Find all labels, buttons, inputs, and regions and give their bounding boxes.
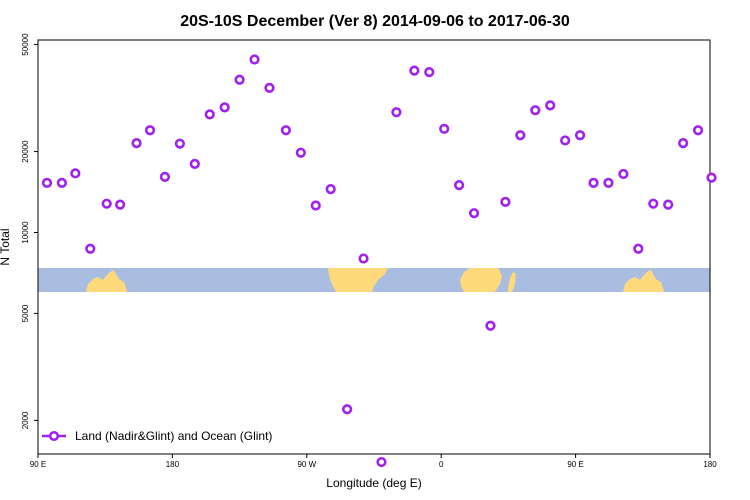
data-point xyxy=(56,177,67,188)
data-point xyxy=(618,168,629,180)
map-land-south-america xyxy=(328,268,388,292)
y-tick-label: 20000 xyxy=(21,140,30,163)
data-point xyxy=(485,320,496,331)
x-tick-label: 90 E xyxy=(567,460,583,469)
plot-frame xyxy=(37,39,711,455)
world-map-strip xyxy=(38,268,710,292)
data-points xyxy=(41,54,717,468)
data-point xyxy=(41,177,53,188)
x-tick-label: 0 xyxy=(439,460,444,469)
x-tick-label: 180 xyxy=(703,460,717,469)
x-axis: 90 E 180 90 W 0 90 E 180 xyxy=(30,454,717,469)
data-point xyxy=(131,138,142,149)
data-point xyxy=(692,125,704,136)
data-point xyxy=(391,107,402,118)
y-tick-label: 5000 xyxy=(21,304,30,322)
y-axis-label: N Total xyxy=(0,228,12,265)
y-axis: 2000 5000 10000 20000 50000 xyxy=(21,33,38,429)
data-point xyxy=(115,199,126,210)
data-point xyxy=(530,105,541,116)
y-tick-label: 10000 xyxy=(21,221,30,244)
x-tick-label: 90 E xyxy=(30,460,46,469)
data-point xyxy=(358,253,369,264)
data-point xyxy=(295,147,306,158)
data-point xyxy=(574,130,586,141)
data-point xyxy=(325,184,336,195)
data-point xyxy=(603,177,614,188)
x-tick-label: 90 W xyxy=(297,460,316,469)
map-land-australia xyxy=(86,270,127,292)
data-point xyxy=(468,208,480,219)
data-point xyxy=(678,138,689,149)
data-point xyxy=(234,74,245,85)
legend-marker-swatch xyxy=(48,430,60,442)
data-point xyxy=(588,177,599,188)
y-tick-label: 2000 xyxy=(21,411,30,429)
map-land-africa xyxy=(460,268,502,292)
map-land-australia-repeat xyxy=(623,270,664,292)
data-point xyxy=(439,123,450,134)
data-point xyxy=(454,180,465,191)
data-point xyxy=(249,54,260,65)
data-point xyxy=(663,199,674,210)
data-point xyxy=(264,82,275,94)
data-point xyxy=(633,243,644,254)
x-axis-label: Longitude (deg E) xyxy=(326,476,421,490)
data-point xyxy=(219,102,230,113)
data-point xyxy=(159,171,171,182)
y-tick-label: 50000 xyxy=(21,33,30,56)
data-point xyxy=(204,109,215,120)
map-land-madagascar xyxy=(508,272,516,292)
data-point xyxy=(174,138,185,149)
x-tick-label: 180 xyxy=(166,460,180,469)
data-point xyxy=(310,200,321,211)
data-point xyxy=(545,100,556,111)
data-point xyxy=(560,135,571,146)
data-point xyxy=(85,243,96,254)
data-point xyxy=(500,196,511,207)
data-point xyxy=(144,125,156,136)
chart-title: 20S-10S December (Ver 8) 2014-09-06 to 2… xyxy=(180,13,570,30)
data-point xyxy=(424,67,435,78)
data-point xyxy=(376,456,387,468)
data-point xyxy=(189,158,200,169)
data-point xyxy=(706,172,717,183)
data-point xyxy=(648,198,659,209)
data-point xyxy=(409,65,420,76)
legend-label: Land (Nadir&Glint) and Ocean (Glint) xyxy=(75,429,272,443)
data-point xyxy=(101,198,112,209)
data-point xyxy=(280,125,291,136)
data-point xyxy=(515,130,526,141)
data-point xyxy=(342,404,353,415)
data-point xyxy=(70,168,81,179)
legend: Land (Nadir&Glint) and Ocean (Glint) xyxy=(42,429,272,443)
